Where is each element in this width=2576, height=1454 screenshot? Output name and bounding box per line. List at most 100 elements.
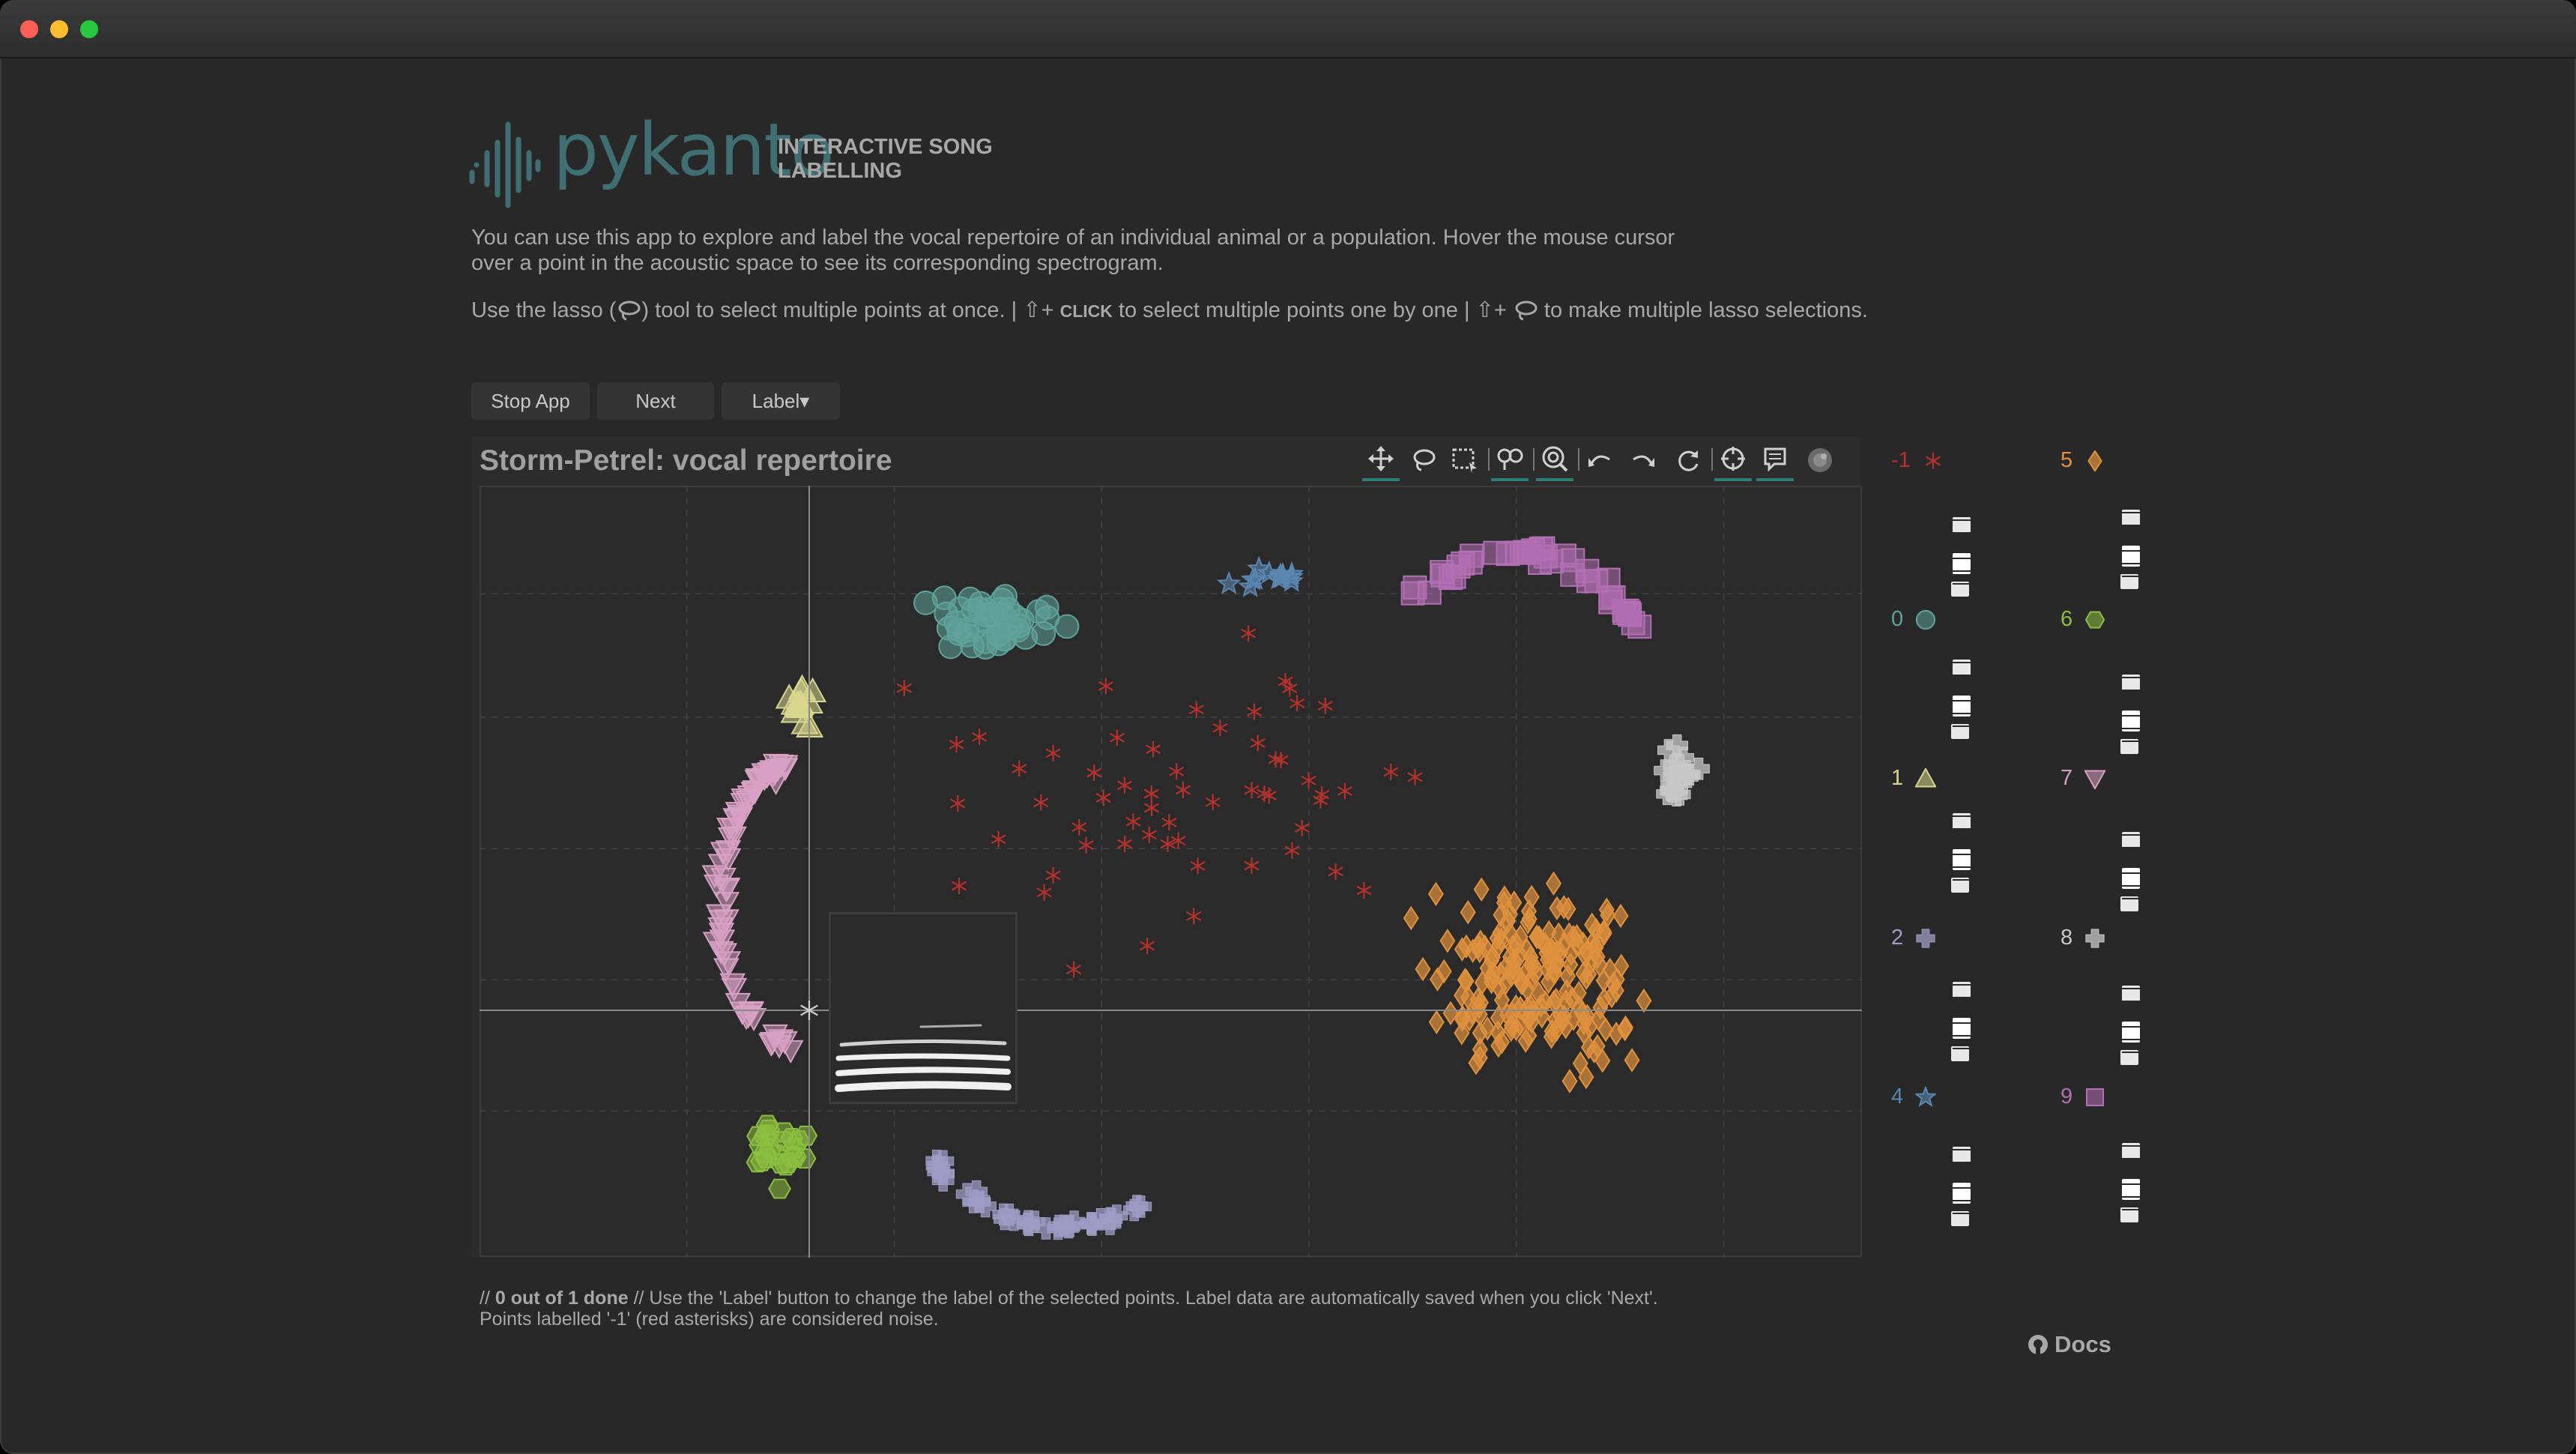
scatter-point[interactable] — [991, 830, 1006, 848]
scatter-point[interactable] — [932, 1162, 955, 1185]
scatter-point[interactable] — [1023, 1210, 1046, 1234]
scatter-point[interactable] — [1078, 836, 1094, 854]
scatter-point[interactable] — [1555, 1004, 1572, 1029]
scatter-point[interactable] — [1212, 720, 1228, 737]
scatter-point[interactable] — [1407, 768, 1423, 785]
scatter-point[interactable] — [1460, 985, 1476, 1010]
scatter-point[interactable] — [738, 1001, 764, 1025]
legend-item[interactable]: 7 — [2061, 766, 2106, 791]
scatter-point[interactable] — [985, 623, 1011, 648]
wheel-zoom-tool[interactable] — [1536, 439, 1573, 481]
scatter-point[interactable] — [717, 827, 744, 851]
scatter-point[interactable] — [1086, 764, 1102, 781]
scatter-point[interactable] — [1170, 832, 1186, 849]
scatter-point[interactable] — [1612, 903, 1629, 929]
scatter-point[interactable] — [772, 1031, 798, 1055]
scatter-point[interactable] — [1216, 570, 1242, 594]
scatter-point[interactable] — [1098, 678, 1113, 695]
scatter-point[interactable] — [721, 977, 748, 1002]
minimize-window-button[interactable] — [50, 20, 68, 38]
docs-link[interactable]: Docs — [2028, 1331, 2111, 1358]
scatter-point[interactable] — [1451, 551, 1475, 576]
scatter-point[interactable] — [1250, 734, 1266, 752]
close-window-button[interactable] — [20, 20, 38, 38]
scatter-point[interactable] — [1531, 925, 1547, 950]
maximize-window-button[interactable] — [80, 20, 98, 38]
scatter-point[interactable] — [943, 609, 969, 635]
scatter-point[interactable] — [1117, 836, 1133, 852]
scatter-point[interactable] — [1145, 740, 1161, 758]
scatter-point[interactable] — [1116, 776, 1132, 794]
scatter-point[interactable] — [1496, 885, 1513, 910]
box-zoom-tool[interactable] — [1491, 439, 1529, 481]
scatter-point[interactable] — [1588, 917, 1604, 943]
scatter-point[interactable] — [1596, 567, 1621, 592]
scatter-point[interactable] — [1066, 961, 1082, 978]
scatter-point[interactable] — [1186, 908, 1202, 925]
scatter-point[interactable] — [1563, 941, 1579, 966]
scatter-point[interactable] — [896, 680, 912, 697]
scatter-point[interactable] — [951, 878, 967, 894]
legend-item[interactable]: 8 — [2061, 926, 2105, 950]
scatter-point[interactable] — [1460, 899, 1476, 925]
scatter-point[interactable] — [1246, 703, 1263, 720]
scatter-point[interactable] — [1383, 763, 1399, 780]
scatter-point[interactable] — [1594, 1049, 1611, 1073]
scatter-point[interactable] — [1532, 993, 1549, 1019]
scatter-point[interactable] — [727, 806, 754, 830]
scatter-point[interactable] — [1294, 819, 1310, 836]
scatter-point[interactable] — [1600, 902, 1616, 928]
scatter-point[interactable] — [1558, 979, 1575, 1004]
scatter-point[interactable] — [768, 1178, 791, 1199]
scatter-point[interactable] — [1071, 818, 1087, 836]
scatter-point[interactable] — [1523, 884, 1540, 910]
lasso-select-tool[interactable] — [1404, 439, 1442, 481]
scatter-point[interactable] — [1175, 781, 1191, 798]
scatter-point[interactable] — [1479, 1016, 1496, 1041]
scatter-point[interactable] — [1608, 978, 1624, 1003]
scatter-point[interactable] — [938, 634, 964, 660]
scatter-point[interactable] — [1572, 1051, 1588, 1076]
scatter-point[interactable] — [793, 1148, 817, 1169]
scatter-point[interactable] — [1045, 866, 1061, 884]
scatter-point[interactable] — [708, 923, 735, 947]
scatter-point[interactable] — [1279, 568, 1304, 592]
scatter-point[interactable] — [1278, 673, 1293, 690]
next-button[interactable]: Next — [597, 382, 714, 420]
scatter-point[interactable] — [790, 709, 819, 734]
scatter-point[interactable] — [949, 736, 964, 753]
scatter-point[interactable] — [1062, 1210, 1086, 1233]
scatter-point[interactable] — [1549, 896, 1565, 921]
scatter-point[interactable] — [1188, 701, 1204, 718]
scatter-point[interactable] — [1672, 746, 1694, 769]
reset-tool[interactable] — [1669, 439, 1707, 481]
scatter-point[interactable] — [1521, 538, 1546, 563]
scatter-point[interactable] — [701, 865, 728, 889]
scatter-point[interactable] — [1523, 1009, 1540, 1034]
scatter-point[interactable] — [1545, 871, 1562, 896]
scatter-point[interactable] — [1415, 956, 1431, 982]
scatter-point[interactable] — [1541, 969, 1557, 995]
scatter-point[interactable] — [1427, 881, 1444, 907]
scatter-point[interactable] — [931, 1150, 955, 1173]
scatter-point[interactable] — [1519, 977, 1535, 1002]
scatter-point[interactable] — [1439, 929, 1456, 953]
scatter-point[interactable] — [1313, 791, 1328, 809]
scatter-point[interactable] — [1140, 937, 1155, 954]
scatter-point[interactable] — [1261, 787, 1277, 804]
scatter-point[interactable] — [715, 951, 742, 975]
legend-item[interactable]: -1 — [1891, 448, 1944, 473]
scatter-point[interactable] — [1454, 1021, 1470, 1046]
label-dropdown-button[interactable]: Label▾ — [722, 382, 840, 420]
scatter-point[interactable] — [1289, 695, 1305, 712]
legend-item[interactable]: 2 — [1891, 926, 1936, 950]
scatter-point[interactable] — [713, 892, 740, 916]
scatter-point[interactable] — [1549, 950, 1565, 976]
stop-app-button[interactable]: Stop App — [471, 382, 590, 420]
scatter-point[interactable] — [746, 769, 773, 793]
scatter-point[interactable] — [1417, 580, 1442, 605]
scatter-point[interactable] — [1561, 548, 1585, 573]
scatter-point[interactable] — [714, 878, 741, 902]
scatter-point[interactable] — [1663, 754, 1685, 777]
scatter-point[interactable] — [1578, 965, 1594, 991]
